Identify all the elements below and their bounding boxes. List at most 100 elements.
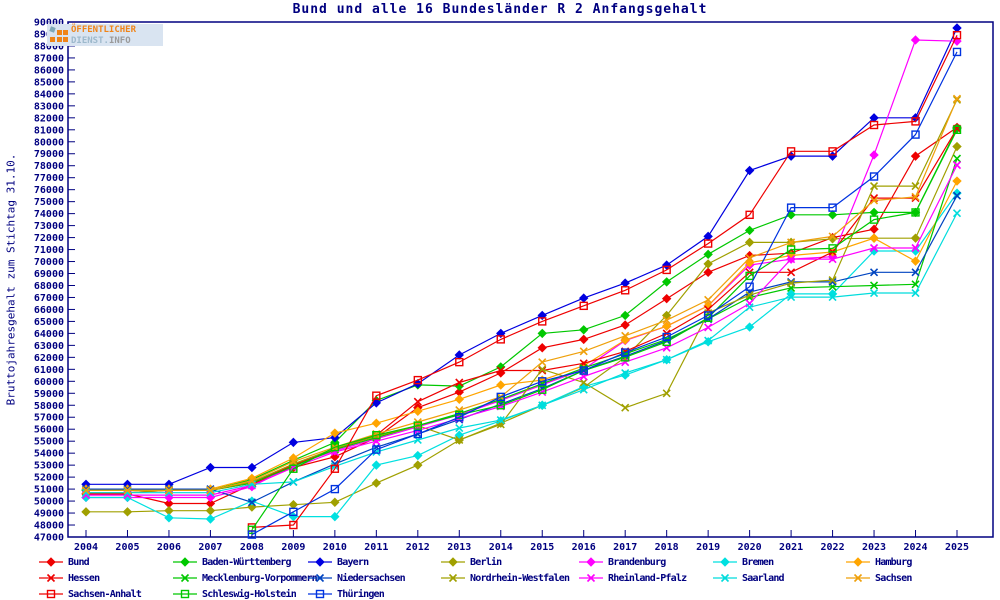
legend-marker-icon xyxy=(713,573,737,583)
series-line-hessen xyxy=(86,128,958,494)
legend-marker-icon xyxy=(39,589,63,599)
series-line-bund xyxy=(86,126,958,505)
y-tick-label: 81000 xyxy=(34,125,64,136)
legend-marker-icon xyxy=(579,557,603,567)
x-tick-label: 2025 xyxy=(945,542,969,553)
legend-item-bayern: Bayern xyxy=(307,555,369,569)
legend-label: Nordrhein-Westfalen xyxy=(470,572,570,584)
y-tick-label: 59000 xyxy=(34,389,64,400)
legend-item-niedersachsen: Niedersachsen xyxy=(307,571,406,585)
legend-marker-icon xyxy=(308,589,332,599)
x-tick-label: 2017 xyxy=(613,542,637,553)
legend-label: Saarland xyxy=(742,572,785,584)
x-tick-label: 2023 xyxy=(862,542,886,553)
legend-item-brandenburg: Brandenburg xyxy=(578,555,666,569)
legend-item-sachsen: Sachsen xyxy=(845,571,912,585)
y-tick-label: 48000 xyxy=(34,521,64,532)
y-tick-label: 77000 xyxy=(34,173,64,184)
legend-item-hessen: Hessen xyxy=(38,571,100,585)
legend-marker-icon xyxy=(579,573,603,583)
y-tick-label: 55000 xyxy=(34,437,64,448)
legend-marker-icon xyxy=(713,557,737,567)
legend-marker-icon xyxy=(173,557,197,567)
legend-label: Brandenburg xyxy=(608,556,666,568)
legend-marker-icon xyxy=(39,557,63,567)
legend-label: Schleswig-Holstein xyxy=(202,588,297,600)
series-line-sachsen-anhalt xyxy=(251,34,958,528)
y-tick-label: 52000 xyxy=(34,473,64,484)
y-tick-label: 67000 xyxy=(34,293,64,304)
x-tick-label: 2004 xyxy=(74,542,98,553)
y-tick-label: 82000 xyxy=(34,113,64,124)
legend-item-hamburg: Hamburg xyxy=(845,555,912,569)
logo-icon xyxy=(49,26,69,44)
legend-item-berlin: Berlin xyxy=(440,555,502,569)
x-tick-label: 2006 xyxy=(157,542,181,553)
y-tick-label: 90000 xyxy=(34,18,64,29)
legend-item-rheinland-pfalz: Rheinland-Pfalz xyxy=(578,571,687,585)
series-schleswig-holstein xyxy=(247,125,962,535)
legend-label: Bayern xyxy=(337,556,369,568)
series-line-brandenburg xyxy=(86,39,958,499)
legend-item-saarland: Saarland xyxy=(712,571,785,585)
y-tick-label: 79000 xyxy=(34,149,64,160)
x-tick-label: 2016 xyxy=(572,542,596,553)
series-line-saarland xyxy=(86,212,958,494)
y-axis: 4700048000490005000051000520005300054000… xyxy=(34,18,75,544)
x-tick-label: 2019 xyxy=(696,542,720,553)
legend-item-nordrhein-westfalen: Nordrhein-Westfalen xyxy=(440,571,570,585)
y-tick-label: 51000 xyxy=(34,485,64,496)
y-tick-label: 71000 xyxy=(34,245,64,256)
legend-item-bremen: Bremen xyxy=(712,555,774,569)
y-tick-label: 65000 xyxy=(34,317,64,328)
y-tick-label: 68000 xyxy=(34,281,64,292)
x-tick-label: 2015 xyxy=(530,542,554,553)
y-tick-label: 49000 xyxy=(34,509,64,520)
series-line-bremen xyxy=(86,192,958,520)
series-bund xyxy=(81,122,962,509)
legend-item-bund: Bund xyxy=(38,555,90,569)
series-sachsen-anhalt xyxy=(247,30,962,532)
legend-label: Bremen xyxy=(742,556,774,568)
x-tick-label: 2020 xyxy=(738,542,762,553)
series-brandenburg xyxy=(81,35,962,503)
legend-label: Bund xyxy=(68,556,90,568)
x-tick-label: 2021 xyxy=(779,542,803,553)
legend: Bund Baden-Württemberg Bayern Berlin Branden… xyxy=(0,551,1000,600)
y-tick-label: 72000 xyxy=(34,233,64,244)
x-tick-label: 2022 xyxy=(821,542,845,553)
plot-frame xyxy=(67,21,994,538)
y-tick-label: 62000 xyxy=(34,353,64,364)
series-line-hamburg xyxy=(86,180,958,490)
y-tick-label: 73000 xyxy=(34,221,64,232)
y-tick-label: 61000 xyxy=(34,365,64,376)
series-hessen xyxy=(81,124,962,497)
y-tick-label: 60000 xyxy=(34,377,64,388)
y-tick-label: 85000 xyxy=(34,77,64,88)
y-tick-label: 54000 xyxy=(34,449,64,460)
series-thueringen xyxy=(247,47,962,539)
y-tick-label: 64000 xyxy=(34,329,64,340)
x-tick-label: 2009 xyxy=(281,542,305,553)
chart-title: Bund und alle 16 Bundesländer R 2 Anfang… xyxy=(292,2,708,17)
legend-label: Sachsen-Anhalt xyxy=(68,588,142,600)
x-tick-label: 2008 xyxy=(240,542,264,553)
logo-text: ÖFFENTLICHER DIENST.INFO xyxy=(69,25,136,45)
series-line-baden-wuerttemberg xyxy=(86,128,958,491)
y-tick-label: 88000 xyxy=(34,41,64,52)
series-line-nordrhein-westfalen xyxy=(86,99,958,494)
y-tick-label: 66000 xyxy=(34,305,64,316)
legend-marker-icon xyxy=(173,589,197,599)
y-tick-label: 87000 xyxy=(34,53,64,64)
x-tick-label: 2005 xyxy=(115,542,139,553)
y-tick-label: 76000 xyxy=(34,185,64,196)
y-tick-label: 83000 xyxy=(34,101,64,112)
legend-marker-icon xyxy=(39,573,63,583)
series-hamburg xyxy=(81,176,962,494)
series-line-niedersachsen xyxy=(86,195,958,503)
legend-marker-icon xyxy=(173,573,197,583)
y-tick-label: 57000 xyxy=(34,413,64,424)
series-bayern xyxy=(81,23,962,490)
series-saarland xyxy=(81,209,962,497)
